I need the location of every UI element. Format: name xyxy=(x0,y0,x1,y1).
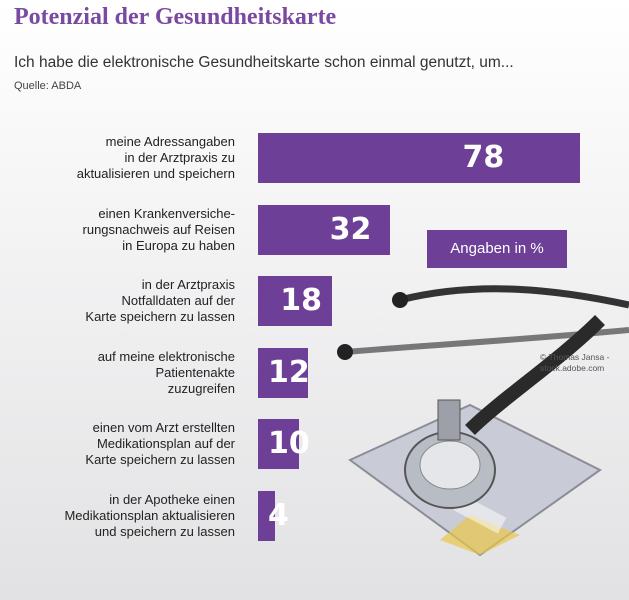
value-label: 32 xyxy=(329,211,372,247)
bar xyxy=(258,276,333,326)
category-label: in der Apotheke einen Medikationsplan ak… xyxy=(64,491,235,539)
bar xyxy=(258,347,308,398)
value-label: 78 xyxy=(462,140,505,175)
category-label: in der Arztpraxis Notfalldaten auf der K… xyxy=(85,277,235,324)
category-label: meine Adressangaben in der Arztpraxis zu… xyxy=(76,134,235,181)
category-label: einen vom Arzt erstellten Medikationspla… xyxy=(85,420,235,467)
photo-credit: © Thomas Jansa - stock.adobe.com xyxy=(540,352,610,373)
source: Quelle: ABDA xyxy=(14,80,82,92)
chart-title: Potenzial der Gesundheitskarte xyxy=(14,4,337,30)
value-label: 4 xyxy=(268,497,289,533)
value-label: 10 xyxy=(268,426,310,461)
value-label: 12 xyxy=(268,354,310,390)
bar xyxy=(258,419,300,469)
category-label: auf meine elektronische Patientenakte zu… xyxy=(97,348,235,396)
unit-note: Angaben in % xyxy=(427,230,567,268)
subtitle: Ich habe die elektronische Gesundheitska… xyxy=(14,54,514,71)
bar xyxy=(258,204,391,255)
bar xyxy=(258,490,275,541)
category-label: einen Krankenversiche- rungsnachweis auf… xyxy=(82,205,235,253)
value-label: 18 xyxy=(280,283,323,318)
bar xyxy=(258,133,580,183)
